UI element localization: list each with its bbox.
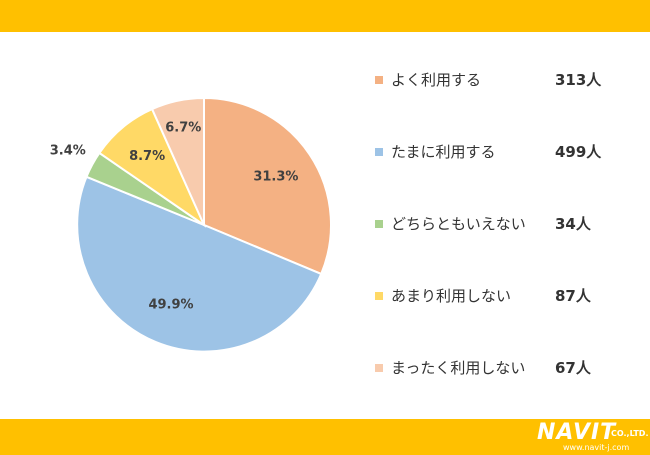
legend-swatch [375,148,383,156]
legend-item: たまに利用する 499人 [375,140,635,212]
company-logo: NAVIT CO.,LTD. www.navit-j.com [537,420,649,453]
pie-data-label: 6.7% [165,121,201,136]
top-band [0,0,650,32]
legend-label: あまり利用しない [391,287,512,305]
legend-item: あまり利用しない 87人 [375,284,635,356]
legend-item: よく利用する 313人 [375,68,635,140]
legend-swatch [375,364,383,372]
legend-count: 313人 [555,71,602,89]
legend-count: 67人 [555,359,591,377]
pie-slice [150,96,205,226]
legend-item: まったく利用しない 67人 [375,356,635,428]
legend-label: まったく利用しない [391,359,526,377]
legend-swatch [375,220,383,228]
legend-swatch [375,76,383,84]
logo-company-suffix: CO.,LTD. [611,429,649,438]
pie-slices [76,96,332,353]
pie-data-label: 49.9% [148,297,193,312]
legend-count: 34人 [555,215,591,233]
legend-count: 499人 [555,143,602,161]
bottom-band [0,419,650,455]
legend-item: どちらともいえない 34人 [375,212,635,284]
legend-swatch [375,292,383,300]
pie-data-label: 8.7% [129,149,165,164]
legend-label: よく利用する [391,71,482,89]
legend-count: 87人 [555,287,591,305]
pie-chart: 31.3% 49.9% 3.4% 8.7%6.7% [50,96,332,353]
legend: よく利用する 313人 たまに利用する 499人 どちらともいえない 34人 あ… [375,68,635,428]
pie-data-label: 3.4% [50,144,86,159]
legend-label: どちらともいえない [391,215,526,233]
legend-label: たまに利用する [391,143,496,161]
pie-slice [203,96,332,276]
pie-labels: 31.3% 49.9% 3.4% 8.7%6.7% [50,121,299,313]
pie-slice [76,175,323,353]
pie-data-label: 31.3% [253,170,298,185]
logo-wordmark: NAVIT [537,420,617,445]
logo-url: www.navit-j.com [563,443,630,452]
